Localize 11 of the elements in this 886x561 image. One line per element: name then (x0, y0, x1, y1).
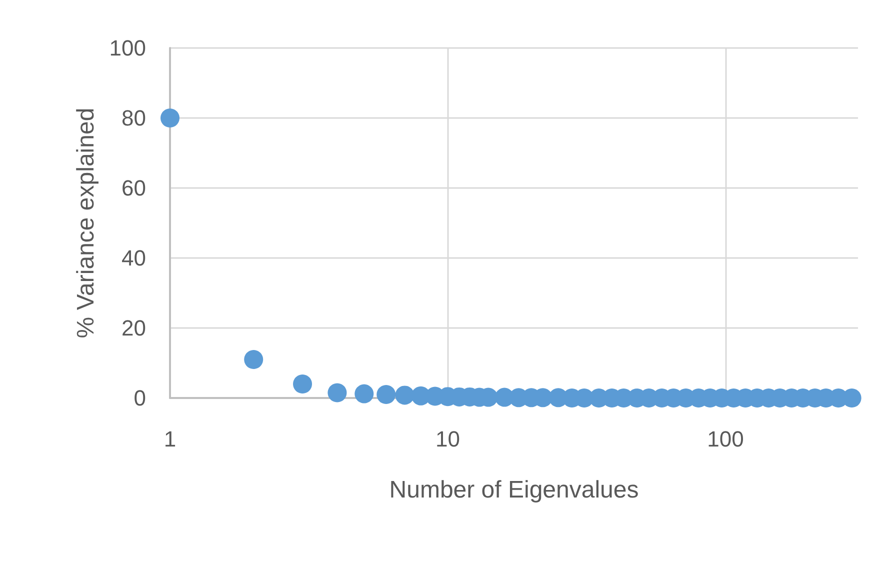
y-tick-label: 100 (109, 36, 146, 60)
y-tick-label: 40 (122, 246, 146, 270)
y-tick-label: 20 (122, 316, 146, 340)
x-axis-title: Number of Eigenvalues (389, 476, 639, 504)
x-tick-label: 1 (164, 426, 176, 452)
y-tick-label: 0 (134, 386, 146, 410)
x-tick-label: 100 (707, 426, 744, 452)
x-tick-label: 10 (436, 426, 460, 452)
y-tick-label: 60 (122, 176, 146, 200)
y-axis-title: % Variance explained (72, 108, 100, 338)
y-tick-label: 80 (122, 106, 146, 130)
